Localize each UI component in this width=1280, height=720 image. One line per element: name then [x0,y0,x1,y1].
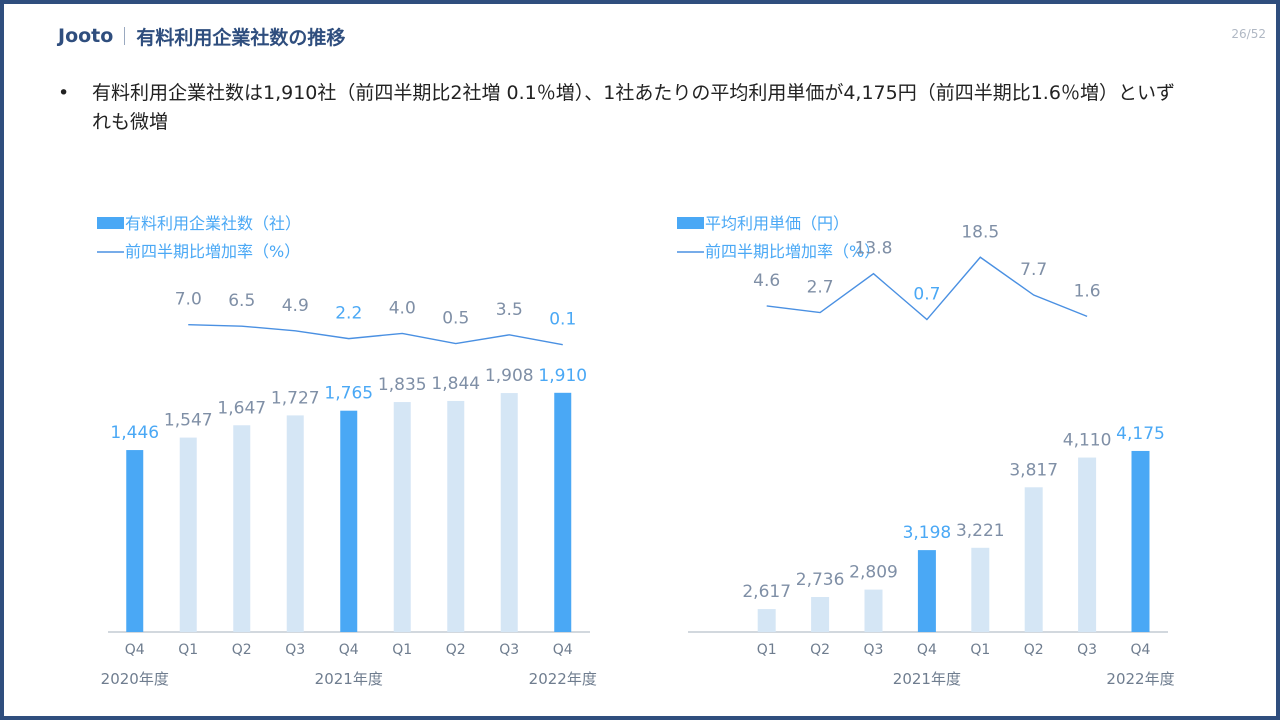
bullet-mark: • [58,82,70,104]
brand-name: Jooto [58,25,114,47]
summary-text: 有料利用企業社数は1,910社（前四半期比2社増 0.1％増）、1社あたりの平均… [92,82,1175,133]
page-title: 有料利用企業社数の推移 [136,26,346,49]
header-divider [124,27,126,45]
page-number: 26/52 [1231,27,1266,41]
slide-header: Jooto 有料利用企業社数の推移 [58,22,345,50]
